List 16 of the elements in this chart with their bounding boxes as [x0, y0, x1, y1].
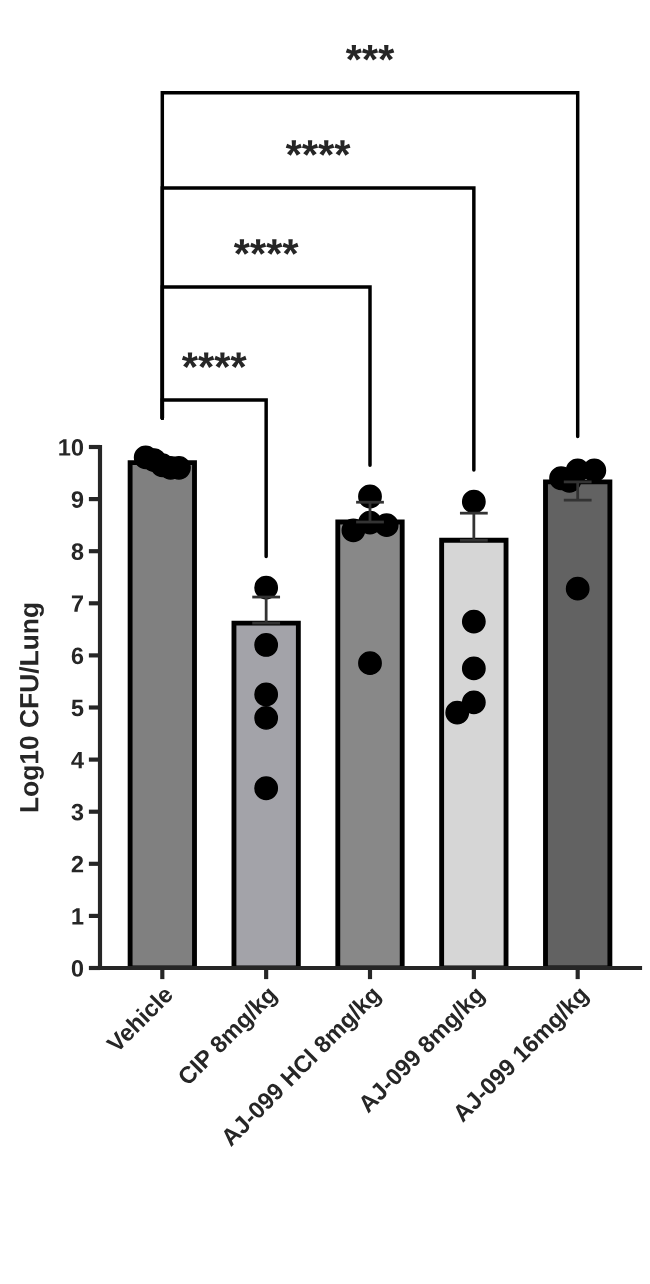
- y-tick-label: 7: [71, 595, 83, 612]
- y-tick-label: 0: [71, 960, 84, 977]
- y-tick-label: 4: [71, 751, 84, 769]
- y-tick-label: 2: [71, 855, 84, 873]
- y-tick-label: 8: [71, 543, 84, 560]
- text: ****: [181, 352, 247, 368]
- text: ****: [233, 239, 299, 255]
- y-tick-label: 10: [59, 439, 84, 456]
- y-tick-label: 5: [71, 699, 84, 717]
- y-tick-label: 1: [72, 908, 84, 925]
- y-tick-label: 3: [71, 803, 84, 821]
- text: ***: [345, 44, 395, 61]
- y-tick-label: 9: [71, 491, 84, 508]
- y-tick-label: 6: [71, 647, 84, 665]
- text: ****: [285, 140, 351, 156]
- y-axis-title: Log10 CFU/Lung: [19, 603, 44, 812]
